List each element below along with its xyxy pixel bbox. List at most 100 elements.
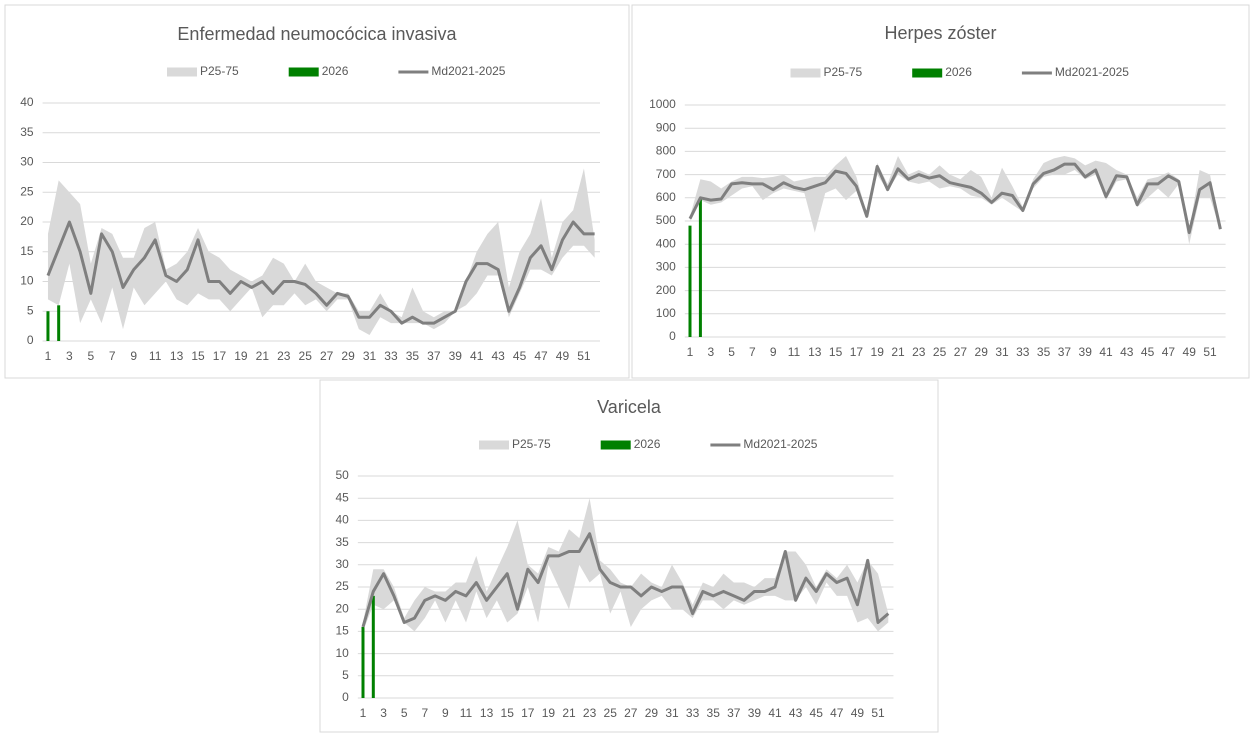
- y-tick-label: 0: [342, 690, 349, 704]
- y-tick-label: 500: [656, 213, 676, 227]
- x-tick-label: 45: [513, 349, 527, 363]
- y-tick-label: 20: [20, 214, 34, 228]
- x-tick-label: 33: [1016, 345, 1030, 359]
- x-tick-label: 9: [130, 349, 137, 363]
- legend-label: 2026: [322, 64, 349, 78]
- panel-border: [319, 379, 939, 733]
- bar: [698, 197, 702, 337]
- x-tick-label: 7: [749, 345, 756, 359]
- bar: [46, 311, 50, 341]
- x-tick-label: 15: [191, 349, 205, 363]
- legend-label: P25-75: [824, 65, 863, 79]
- x-tick-label: 49: [851, 706, 865, 720]
- x-tick-label: 43: [1120, 345, 1134, 359]
- x-tick-label: 45: [810, 706, 824, 720]
- x-tick-label: 49: [1183, 345, 1197, 359]
- percentile-band: [363, 498, 889, 632]
- x-tick-label: 39: [748, 706, 762, 720]
- x-tick-label: 35: [707, 706, 721, 720]
- x-tick-label: 11: [460, 706, 473, 720]
- x-tick-label: 35: [1037, 345, 1051, 359]
- y-tick-label: 10: [335, 646, 349, 660]
- median-line: [46, 220, 595, 325]
- x-tick-label: 47: [830, 706, 844, 720]
- median-line: [361, 532, 890, 628]
- x-tick-label: 11: [788, 345, 801, 359]
- x-tick-label: 39: [449, 349, 463, 363]
- legend-label: 2026: [634, 437, 661, 451]
- y-tick-label: 5: [342, 668, 349, 682]
- x-tick-label: 29: [645, 706, 659, 720]
- x-tick-label: 7: [421, 706, 428, 720]
- x-tick-label: 47: [534, 349, 548, 363]
- y-tick-label: 25: [20, 184, 34, 198]
- x-tick-label: 43: [789, 706, 803, 720]
- y-tick-label: 50: [335, 468, 349, 482]
- x-tick-label: 27: [320, 349, 334, 363]
- x-tick-label: 31: [995, 345, 1009, 359]
- x-tick-label: 51: [577, 349, 591, 363]
- x-tick-label: 1: [687, 345, 694, 359]
- y-tick-label: 300: [656, 260, 676, 274]
- legend-label: 2026: [945, 65, 972, 79]
- bar: [57, 305, 61, 341]
- x-tick-label: 5: [401, 706, 408, 720]
- chart-title: Varicela: [597, 397, 662, 417]
- legend-label: Md2021-2025: [1055, 65, 1129, 79]
- y-tick-label: 15: [20, 244, 34, 258]
- x-tick-label: 9: [770, 345, 777, 359]
- x-tick-label: 29: [975, 345, 989, 359]
- y-tick-label: 15: [335, 624, 349, 638]
- legend-swatch: [167, 67, 197, 77]
- x-tick-label: 35: [406, 349, 420, 363]
- y-tick-label: 700: [656, 167, 676, 181]
- legend-swatch: [600, 440, 631, 450]
- y-tick-label: 30: [335, 557, 349, 571]
- x-tick-label: 31: [363, 349, 377, 363]
- x-tick-label: 15: [501, 706, 515, 720]
- x-tick-label: 37: [427, 349, 441, 363]
- y-tick-label: 35: [335, 535, 349, 549]
- legend-label: Md2021-2025: [743, 437, 817, 451]
- x-tick-label: 23: [277, 349, 291, 363]
- x-tick-label: 21: [256, 349, 270, 363]
- x-tick-label: 3: [707, 345, 714, 359]
- x-tick-label: 19: [234, 349, 248, 363]
- panel-border: [631, 4, 1250, 379]
- x-tick-label: 3: [380, 706, 387, 720]
- x-tick-label: 29: [341, 349, 355, 363]
- percentile-band: [47, 168, 595, 336]
- legend-label: Md2021-2025: [431, 64, 505, 78]
- panel-border: [4, 4, 630, 379]
- y-tick-label: 35: [20, 125, 34, 139]
- chart-panel: Herpes zóster 0 100 200 300 400 500 600 700 800 90…: [631, 4, 1250, 379]
- x-tick-label: 41: [1099, 345, 1113, 359]
- y-tick-label: 30: [20, 155, 34, 169]
- x-tick-label: 11: [149, 349, 162, 363]
- x-tick-label: 9: [442, 706, 449, 720]
- chart-title: Herpes zóster: [884, 23, 996, 43]
- bar: [361, 626, 365, 698]
- x-tick-label: 21: [562, 706, 576, 720]
- y-tick-label: 0: [669, 329, 676, 343]
- legend-swatch: [479, 440, 509, 450]
- x-tick-label: 17: [521, 706, 535, 720]
- legend-swatch: [912, 68, 943, 78]
- y-tick-label: 5: [27, 303, 34, 317]
- y-tick-label: 100: [656, 306, 676, 320]
- legend-label: P25-75: [200, 64, 239, 78]
- legend-swatch: [790, 68, 821, 78]
- x-tick-label: 17: [850, 345, 864, 359]
- x-tick-label: 47: [1162, 345, 1176, 359]
- x-tick-label: 19: [871, 345, 885, 359]
- x-tick-label: 25: [299, 349, 313, 363]
- x-tick-label: 7: [109, 349, 116, 363]
- y-tick-label: 600: [656, 190, 676, 204]
- x-tick-label: 41: [768, 706, 782, 720]
- x-tick-label: 5: [728, 345, 735, 359]
- x-tick-label: 3: [66, 349, 73, 363]
- y-tick-label: 45: [335, 490, 349, 504]
- x-tick-label: 25: [604, 706, 618, 720]
